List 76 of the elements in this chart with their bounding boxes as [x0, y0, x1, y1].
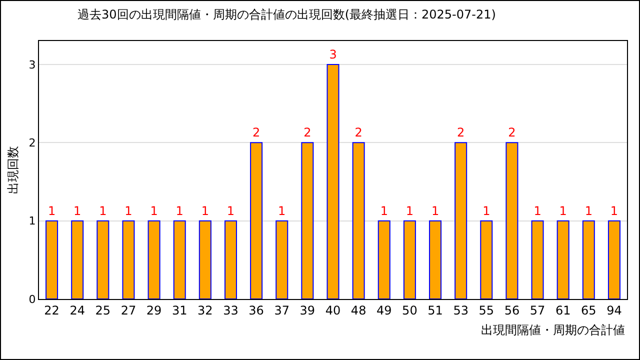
bar: [480, 220, 493, 299]
bar: [173, 220, 186, 299]
x-tick-label: 94: [606, 303, 622, 318]
x-tick-label: 56: [504, 303, 520, 318]
x-tick-label: 39: [300, 303, 316, 318]
bar: [403, 220, 416, 299]
x-tick-label: 24: [70, 303, 85, 318]
data-label: 1: [278, 204, 286, 218]
y-tick-label: 1: [28, 214, 36, 228]
y-tick-label: 3: [28, 58, 36, 72]
x-tick-label: 51: [428, 303, 443, 318]
y-axis-title: 出現回数: [6, 146, 20, 194]
data-label: 1: [226, 204, 235, 218]
bar: [198, 220, 212, 299]
x-tick-label: 29: [146, 303, 162, 318]
bar: [122, 220, 135, 299]
data-label: 2: [457, 126, 465, 140]
bar: [276, 220, 288, 299]
x-tick-label: 25: [95, 303, 111, 318]
x-tick-label: 22: [44, 303, 60, 318]
data-label: 2: [304, 126, 312, 140]
x-tick-label: 53: [453, 303, 468, 318]
data-label: 1: [150, 204, 158, 218]
bar: [71, 220, 84, 299]
data-label: 2: [508, 126, 516, 140]
data-label: 2: [354, 126, 362, 140]
bar: [326, 64, 340, 299]
bar: [506, 142, 518, 299]
x-tick-label: 40: [325, 303, 341, 318]
bar: [608, 220, 620, 299]
x-tick-label: 61: [555, 303, 571, 318]
bar: [96, 220, 110, 299]
x-tick-label: 55: [478, 303, 494, 318]
bar: [352, 142, 365, 299]
x-tick-label: 32: [198, 303, 213, 318]
x-tick-label: 57: [530, 303, 546, 318]
x-tick-label: 37: [274, 303, 290, 318]
data-label: 1: [431, 204, 440, 218]
bar: [454, 142, 468, 299]
data-label: 1: [74, 204, 82, 218]
bar: [46, 220, 58, 299]
x-tick-label: 49: [376, 303, 392, 318]
data-label: 1: [482, 204, 490, 218]
data-label: 1: [99, 204, 107, 218]
data-label: 1: [48, 204, 56, 218]
bar: [429, 220, 442, 299]
x-axis-title: 出現間隔値・周期の合計値: [481, 323, 625, 337]
data-label: 1: [380, 204, 388, 218]
bar: [301, 142, 314, 299]
bar: [378, 220, 390, 299]
x-tick-label: 27: [120, 303, 136, 318]
data-label: 1: [124, 204, 132, 218]
bar: [148, 220, 160, 299]
data-label: 1: [584, 204, 592, 218]
data-label: 2: [252, 126, 260, 140]
y-tick-label: 2: [28, 136, 36, 150]
x-tick-label: 65: [581, 303, 596, 318]
data-label: 1: [201, 204, 209, 218]
chart-title: 過去30回の出現間隔値・周期の合計値の出現回数(最終抽選日：2025-07-21): [78, 7, 496, 22]
data-label: 3: [329, 47, 337, 62]
x-tick-label: 36: [248, 303, 264, 318]
data-label: 1: [559, 204, 567, 218]
x-tick-label: 31: [172, 303, 188, 318]
data-label: 1: [176, 204, 184, 218]
data-label: 1: [406, 204, 414, 218]
bar: [531, 220, 544, 299]
data-label: 1: [534, 204, 542, 218]
bar: [224, 220, 237, 299]
bar: [582, 220, 595, 299]
bar: [250, 142, 263, 299]
data-label: 1: [610, 204, 618, 218]
x-tick-label: 50: [402, 303, 418, 318]
x-tick-label: 48: [350, 303, 366, 318]
y-tick-label: 0: [28, 292, 36, 306]
bar: [556, 220, 570, 299]
x-tick-label: 33: [223, 303, 238, 318]
